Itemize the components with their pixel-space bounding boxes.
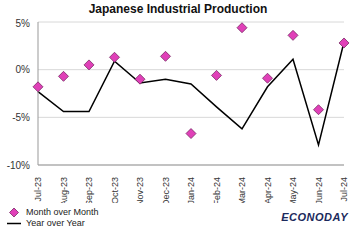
svg-text:Mar-24: Mar-24 (237, 177, 247, 203)
svg-text:-10%: -10% (8, 160, 30, 171)
svg-text:Apr-24: Apr-24 (263, 177, 273, 203)
svg-text:0%: 0% (16, 64, 31, 75)
svg-text:Oct-23: Oct-23 (110, 177, 120, 203)
html-text:Month over Month: Month over Month (26, 207, 99, 217)
svg-text:Jul-23: Jul-23 (33, 177, 43, 202)
svg-text:Sep-23: Sep-23 (84, 177, 94, 203)
html-text:Year over Year: Year over Year (26, 218, 85, 228)
svg-text:Jun-24: Jun-24 (314, 177, 324, 203)
svg-text:Dec-23: Dec-23 (161, 177, 171, 203)
svg-text:Feb-24: Feb-24 (212, 177, 222, 203)
svg-text:5%: 5% (16, 18, 31, 29)
svg-text:Aug-23: Aug-23 (59, 177, 69, 203)
svg-text:-5%: -5% (12, 112, 30, 123)
svg-text:Jul-24: Jul-24 (339, 177, 348, 202)
svg-text:Jan-24: Jan-24 (186, 177, 196, 203)
html-text:ECONODAY: ECONODAY (281, 211, 348, 223)
svg-text:May-24: May-24 (288, 177, 298, 203)
html-text:Japanese Industrial Production: Japanese Industrial Production (88, 2, 268, 16)
svg-text:Nov-23: Nov-23 (135, 177, 145, 203)
